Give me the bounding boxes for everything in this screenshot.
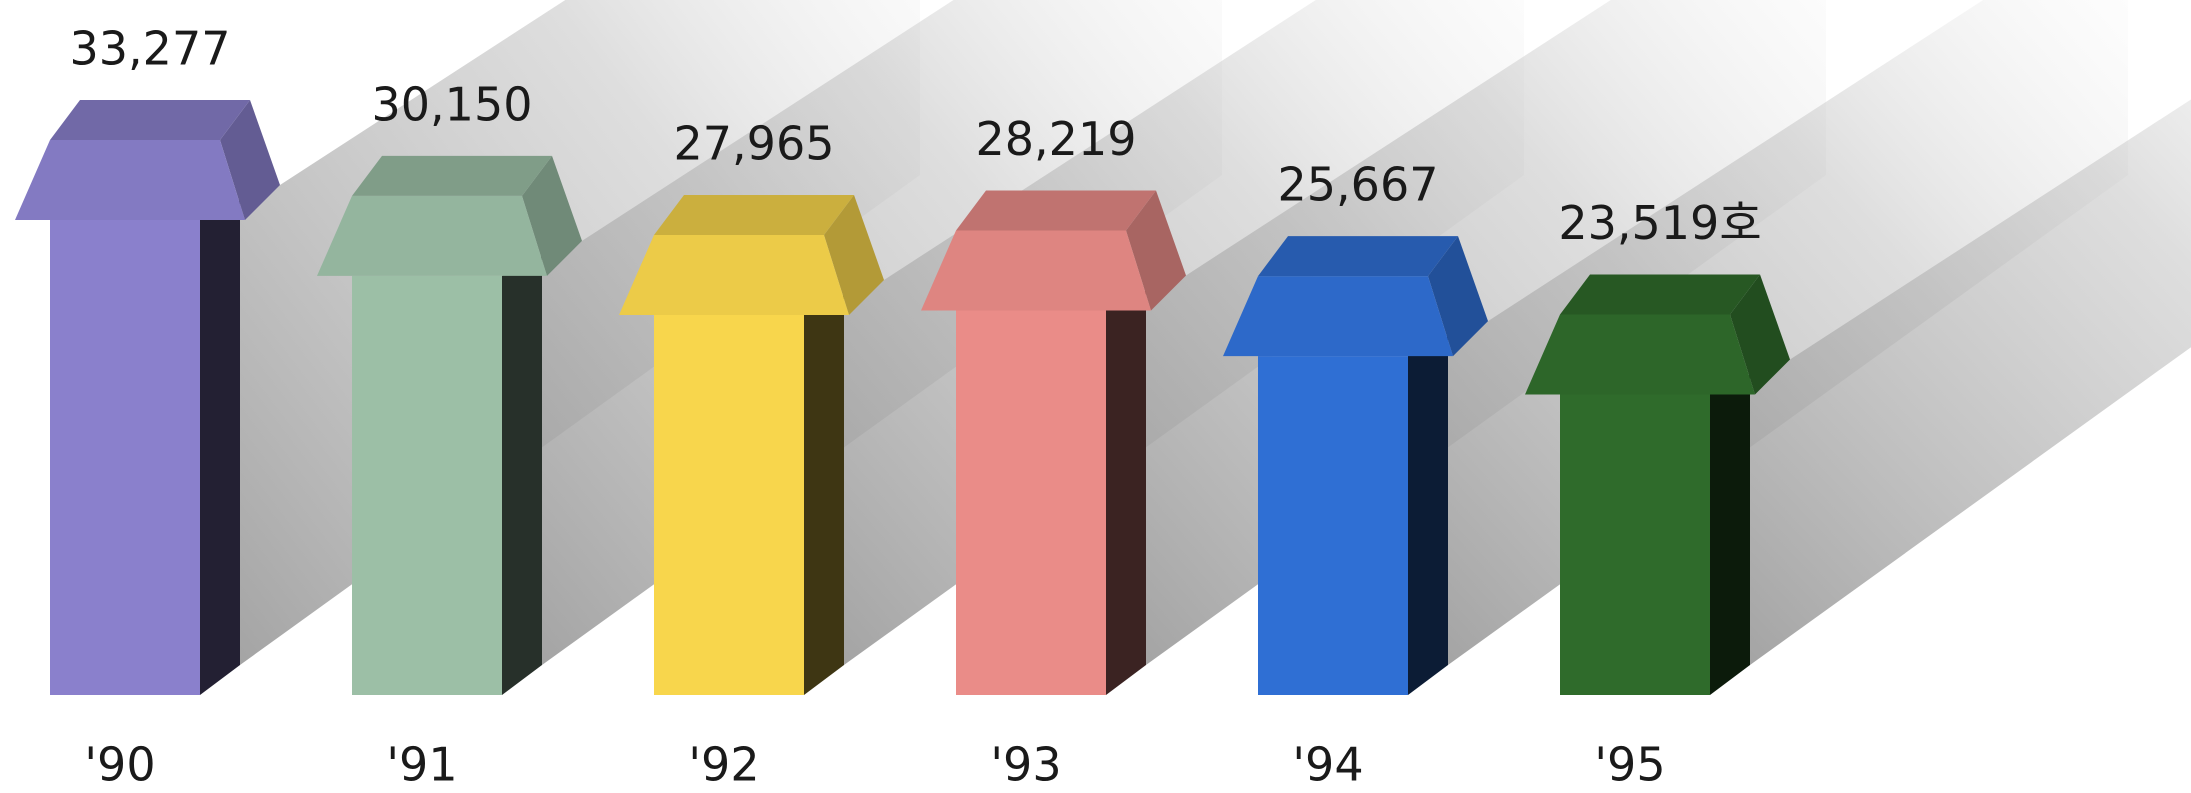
arrow-head-side: [220, 100, 280, 220]
x-tick-label: '92: [688, 738, 759, 792]
arrow-head-top: [50, 100, 250, 140]
arrow-head-front: [15, 140, 245, 220]
value-label: 27,965: [674, 116, 835, 170]
x-tick-label: '95: [1594, 738, 1665, 792]
arrow-shaft: [1560, 394, 1710, 695]
x-tick-label: '94: [1292, 738, 1363, 792]
arrow-head-top: [654, 194, 854, 235]
value-label: 23,519호: [1558, 196, 1761, 250]
arrow-head-front: [317, 195, 547, 276]
arrow: [1525, 274, 1790, 695]
arrow-head-top: [1560, 274, 1760, 315]
value-label: 28,219: [976, 112, 1137, 166]
arrow-shaft-side: [200, 200, 240, 695]
value-label: 30,150: [372, 77, 533, 131]
arrow-head-side: [522, 155, 582, 276]
arrow-head-top: [1258, 236, 1458, 277]
arrow: [317, 155, 582, 695]
arrow-head-top: [352, 155, 552, 196]
arrow-shaft: [956, 310, 1106, 695]
shadow: [1750, 99, 2191, 665]
arrow: [921, 190, 1186, 695]
value-label: 33,277: [70, 22, 231, 76]
arrow-shaft-side: [502, 255, 542, 695]
arrow-shaft-side: [1106, 290, 1146, 695]
arrow-head-side: [1730, 274, 1790, 395]
arrow-head-front: [1223, 276, 1453, 357]
arrow-head-side: [1428, 236, 1488, 357]
x-tick-label: '91: [386, 738, 457, 792]
arrow-shaft-side: [1710, 374, 1750, 695]
arrow: [15, 100, 280, 695]
arrow: [1223, 236, 1488, 695]
arrow-shaft-side: [804, 294, 844, 695]
arrow: [619, 194, 884, 695]
arrow-head-top: [956, 190, 1156, 231]
arrow-shaft: [352, 275, 502, 695]
arrow-shaft: [654, 314, 804, 695]
arrow-head-front: [619, 234, 849, 315]
arrow-head-side: [824, 194, 884, 315]
arrow-head-front: [1525, 314, 1755, 395]
arrow-shaft-side: [1408, 336, 1448, 695]
x-tick-label: '90: [84, 738, 155, 792]
value-label: 25,667: [1278, 158, 1439, 212]
arrow-shaft: [50, 220, 200, 695]
x-tick-label: '93: [990, 738, 1061, 792]
arrow-shaft: [1258, 356, 1408, 695]
arrow-head-side: [1126, 190, 1186, 311]
arrow-head-front: [921, 230, 1151, 311]
